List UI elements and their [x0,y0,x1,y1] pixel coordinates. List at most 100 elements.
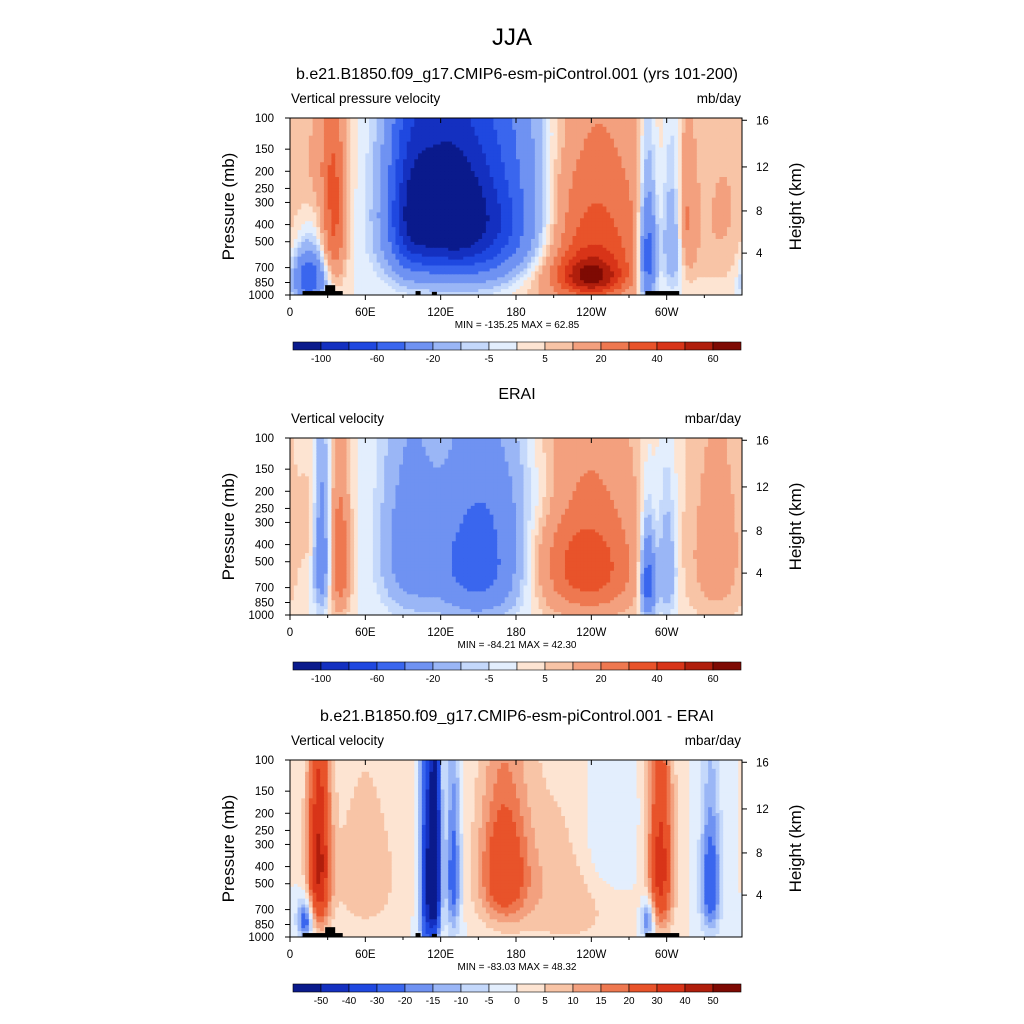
field-cell [327,126,333,131]
field-cell [591,233,596,237]
field-cell [500,227,506,231]
field-cell [636,156,641,160]
field-cell [542,212,547,216]
field-cell [561,209,566,213]
field-cell [666,212,672,216]
field-cell [369,212,374,216]
field-cell [323,182,329,187]
field-cell [387,203,393,208]
field-cell [523,126,528,131]
field-cell [715,215,720,219]
field-cell [689,141,694,146]
field-cell [636,171,641,175]
field-cell [369,185,374,190]
field-cell [538,150,543,154]
field-cell [723,129,728,134]
field-cell [369,135,374,140]
field-cell [655,206,660,211]
field-cell [308,144,314,149]
field-cell [320,230,325,234]
field-cell [662,212,668,216]
field-cell [568,227,574,231]
field-cell [357,174,363,178]
field-cell [433,129,438,134]
field-cell [485,185,491,190]
field-cell [651,147,656,152]
field-cell [677,120,683,125]
field-cell [583,200,589,205]
field-cell [531,209,536,213]
field-cell [531,191,536,196]
field-cell [493,215,498,219]
field-cell [685,165,690,169]
field-cell [414,174,419,178]
field-cell [376,218,381,222]
field-cell [534,171,540,175]
field-cell [527,153,532,157]
field-cell [372,162,378,166]
field-cell [357,233,363,237]
field-cell [512,156,517,160]
field-cell [538,230,543,234]
field-cell [655,209,660,213]
field-cell [617,191,623,196]
field-cell [512,197,517,202]
field-cell [365,197,370,202]
field-cell [693,177,698,181]
field-cell [327,215,333,219]
field-cell [459,227,464,231]
field-cell [516,238,521,243]
field-cell [636,212,641,216]
field-cell [640,224,645,228]
field-cell [666,218,672,222]
field-cell [647,174,653,178]
field-cell [598,236,604,240]
field-cell [399,174,404,178]
field-cell [410,206,415,211]
field-cell [662,126,668,131]
field-cell [376,236,381,240]
field-cell [538,174,543,178]
field-cell [568,123,574,128]
field-cell [659,120,664,125]
field-cell [531,177,536,181]
field-cell [500,236,506,240]
field-cell [500,221,506,225]
field-cell [621,218,626,222]
field-cell [384,120,389,125]
field-cell [568,233,574,237]
field-cell [659,150,664,154]
field-cell [448,177,453,181]
field-cell [338,209,344,213]
field-cell [497,179,502,184]
field-cell [301,209,306,213]
field-cell [489,165,494,169]
field-cell [395,194,400,199]
field-cell [568,215,574,219]
field-cell [365,218,370,222]
field-cell [365,150,370,154]
field-cell [421,206,427,211]
field-cell [391,230,397,234]
field-cell [662,191,668,196]
field-cell [677,221,683,225]
field-cell [519,162,525,166]
field-cell [576,182,581,187]
field-cell [369,138,374,143]
field-cell [376,227,381,231]
field-cell [730,144,736,149]
field-cell [610,179,615,184]
field-cell [369,233,374,237]
field-cell [564,212,570,216]
field-cell [485,230,491,234]
field-cell [425,206,430,211]
field-cell [640,168,645,172]
field-cell [290,238,295,243]
field-cell [500,138,506,143]
field-cell [399,197,404,202]
field-cell [621,159,626,163]
field-cell [542,156,547,160]
field-cell [553,209,559,213]
field-cell [331,230,336,234]
field-cell [500,141,506,146]
